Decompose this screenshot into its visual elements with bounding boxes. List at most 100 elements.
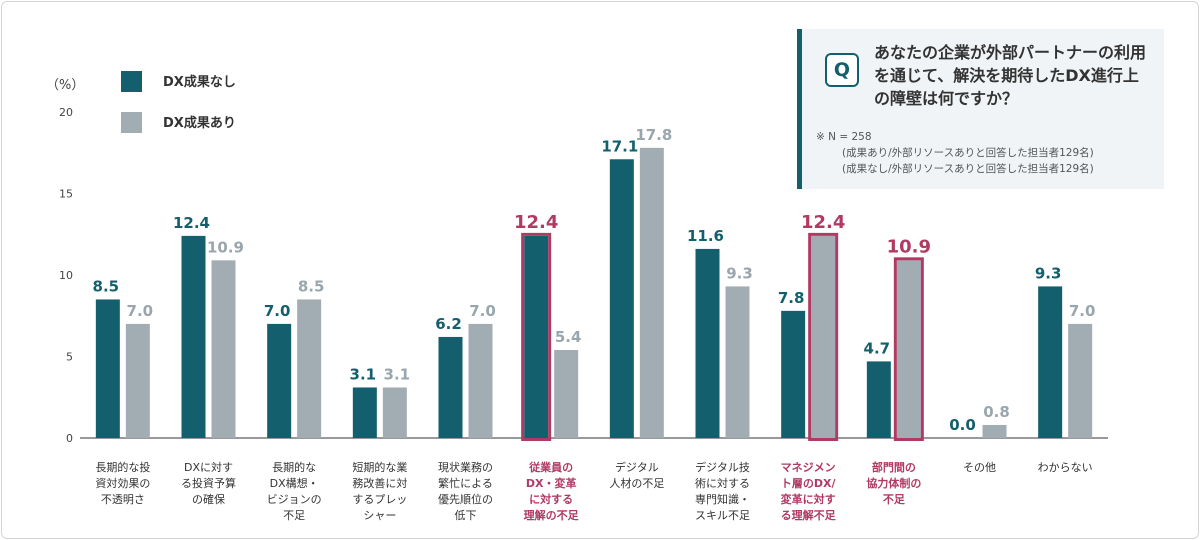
bar-6-0: [609, 159, 634, 438]
bar-11-1: [1068, 323, 1093, 438]
data-label-7-1: 9.3: [726, 264, 753, 282]
data-label-2-1: 8.5: [298, 277, 325, 295]
category-label-4: 低下: [455, 509, 477, 522]
category-label-7: スキル不足: [695, 509, 750, 522]
y-tick-label: 10: [59, 269, 73, 282]
data-label-5-1: 5.4: [555, 328, 582, 346]
bar-10-1: [982, 424, 1007, 438]
data-label-7-0: 11.6: [687, 227, 724, 245]
y-tick-label: 15: [59, 188, 73, 201]
data-label-4-1: 7.0: [469, 302, 496, 320]
y-tick-label: 5: [66, 351, 73, 364]
category-label-9: 部門間の: [872, 460, 916, 474]
data-label-1-0: 12.4: [173, 214, 210, 232]
highlight-outline-5-0: [521, 232, 552, 441]
bar-4-1: [468, 323, 493, 438]
category-label-5: 理解の不足: [524, 508, 580, 522]
category-label-9: 不足: [883, 493, 906, 506]
y-tick-label: 20: [59, 106, 73, 119]
category-label-8: マネジメン: [781, 461, 836, 474]
data-label-3-1: 3.1: [384, 365, 411, 383]
bar-7-1: [725, 286, 750, 438]
bar-1-1: [211, 260, 236, 438]
category-label-3: 務改善に対: [352, 476, 407, 490]
legend-label-1: DX成果あり: [163, 115, 236, 131]
bar-2-0: [267, 323, 292, 438]
data-label-6-0: 17.1: [601, 137, 638, 155]
legend-label-0: DX成果なし: [163, 74, 236, 90]
legend-swatch-0: [121, 71, 142, 92]
question-badge: Q: [825, 53, 859, 87]
category-label-1: の確保: [192, 492, 225, 506]
category-label-7: デジタル技: [695, 460, 750, 474]
category-label-0: 資対効果の: [95, 476, 150, 490]
category-label-9: 協力体制の: [866, 476, 921, 490]
data-label-5-0: 12.4: [514, 212, 558, 233]
data-label-11-0: 9.3: [1035, 264, 1062, 282]
data-label-4-0: 6.2: [435, 315, 462, 333]
category-label-2: DX構想・: [270, 476, 319, 490]
bar-5-1: [554, 349, 579, 438]
category-label-3: するプレッ: [352, 493, 407, 506]
category-label-6: デジタル: [615, 460, 659, 474]
data-label-9-0: 4.7: [864, 339, 891, 357]
bar-8-1: [811, 235, 836, 438]
data-label-3-0: 3.1: [350, 365, 377, 383]
category-label-2: ビジョンの: [267, 493, 322, 506]
bar-6-1: [639, 147, 664, 439]
category-label-7: 専門知識・: [695, 492, 750, 506]
category-label-7: 術に対する: [695, 476, 750, 490]
bar-9-0: [866, 361, 891, 438]
category-label-3: 短期的な業: [352, 460, 407, 474]
category-label-2: 不足: [283, 509, 305, 522]
category-label-5: 従業員の: [528, 460, 573, 474]
bar-9-1: [896, 260, 921, 438]
category-label-0: 不透明さ: [101, 493, 145, 506]
data-label-9-1: 10.9: [887, 236, 931, 257]
category-label-1: DXに対す: [184, 460, 233, 474]
question-text: あなたの企業が外部パートナーの利用を通じて、解決を期待したDX進行上の障壁は何で…: [874, 43, 1147, 108]
data-label-1-1: 10.9: [207, 238, 244, 256]
category-label-8: ト層のDX/: [781, 477, 837, 490]
y-unit-label: （%）: [46, 78, 84, 93]
data-label-10-1: 0.8: [983, 403, 1010, 421]
category-label-8: 変革に対す: [781, 492, 836, 506]
sample-note-ari: (成果あり/外部リソースありと回答した担当者129名): [842, 147, 1094, 159]
data-label-2-0: 7.0: [264, 302, 291, 320]
category-label-8: る理解不足: [781, 508, 837, 522]
data-label-11-1: 7.0: [1069, 302, 1096, 320]
legend-swatch-1: [121, 112, 142, 133]
highlight-outline-9-1: [893, 257, 924, 441]
category-label-1: る投資予算: [181, 476, 236, 490]
category-label-11: わからない: [1038, 461, 1093, 474]
bar-11-0: [1038, 286, 1063, 438]
y-tick-label: 0: [66, 432, 73, 445]
category-label-6: 人材の不足: [609, 476, 664, 490]
question-box: Q あなたの企業が外部パートナーの利用を通じて、解決を期待したDX進行上の障壁は…: [797, 29, 1164, 189]
category-label-3: シャー: [363, 509, 396, 522]
sample-size: ※ N = 258: [816, 131, 872, 143]
data-label-8-0: 7.8: [778, 289, 805, 307]
bar-2-1: [297, 299, 322, 438]
category-label-2: 長期的な: [272, 460, 316, 474]
category-label-4: 繁忙による: [438, 476, 493, 490]
bar-1-0: [181, 235, 206, 438]
category-label-4: 優先順位の: [438, 492, 493, 506]
bar-0-0: [95, 299, 120, 438]
sample-note: ※ N = 258 (成果あり/外部リソースありと回答した担当者129名) (成…: [816, 129, 1156, 177]
category-label-4: 現状業務の: [438, 460, 493, 474]
data-label-6-1: 17.8: [635, 126, 672, 144]
category-label-0: 長期的な投: [95, 460, 150, 474]
highlight-outline-8-1: [808, 232, 839, 441]
category-label-10: その他: [963, 461, 996, 474]
bar-7-0: [695, 248, 720, 438]
bar-3-1: [382, 387, 407, 438]
bar-8-0: [781, 310, 806, 438]
category-label-5: に対する: [529, 492, 573, 506]
category-label-5: DX・変革: [526, 476, 577, 490]
bar-3-0: [352, 387, 377, 438]
data-label-10-0: 0.0: [949, 416, 976, 434]
data-label-8-1: 12.4: [801, 212, 845, 233]
data-label-0-1: 7.0: [127, 302, 154, 320]
